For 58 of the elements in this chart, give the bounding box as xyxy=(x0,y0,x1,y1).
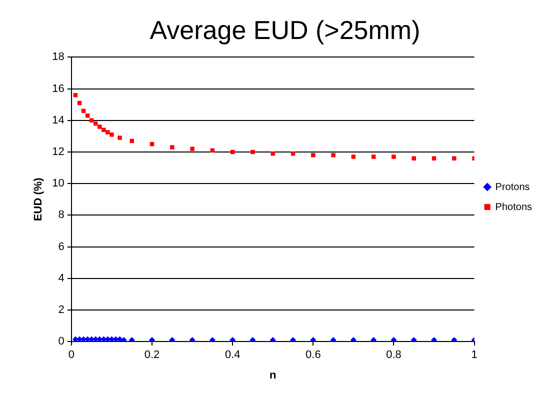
point xyxy=(452,156,456,160)
point xyxy=(118,136,122,140)
y-tick-label: 0 xyxy=(58,336,64,348)
point xyxy=(270,337,276,342)
point xyxy=(149,337,156,342)
point xyxy=(451,337,458,342)
point xyxy=(270,151,275,156)
point xyxy=(290,337,296,342)
y-tick-label: 2 xyxy=(58,304,64,316)
point xyxy=(370,337,377,342)
point xyxy=(130,138,134,144)
point xyxy=(170,145,174,150)
point xyxy=(330,337,336,342)
point xyxy=(230,337,236,342)
point xyxy=(98,124,102,129)
point xyxy=(102,128,106,132)
point xyxy=(310,337,316,342)
point xyxy=(371,154,376,159)
point xyxy=(331,153,336,158)
point xyxy=(169,337,176,342)
y-tick-label: 8 xyxy=(58,209,64,222)
y-axis-title: EUD (%) xyxy=(32,177,45,222)
point xyxy=(432,156,436,160)
x-tick-label: 0.6 xyxy=(306,349,321,362)
chart-title: Average EUD (>25mm) xyxy=(150,14,420,45)
point xyxy=(351,154,356,159)
point xyxy=(311,153,316,158)
y-tick-label: 12 xyxy=(52,146,64,158)
point xyxy=(250,337,256,342)
point xyxy=(209,337,216,342)
point xyxy=(250,150,255,154)
point xyxy=(392,154,396,159)
legend-label: Photons xyxy=(495,202,532,213)
x-tick-label: 0.8 xyxy=(386,349,402,362)
point xyxy=(390,337,397,342)
y-tick-label: 16 xyxy=(52,82,64,95)
x-tick-label: 0.2 xyxy=(144,349,160,362)
y-tick-label: 18 xyxy=(52,51,64,64)
point xyxy=(110,132,114,137)
point xyxy=(350,337,356,342)
point xyxy=(120,337,127,342)
y-tick-label: 14 xyxy=(52,114,64,126)
legend-label: Protons xyxy=(495,182,530,193)
point xyxy=(85,114,90,118)
y-tick-label: 10 xyxy=(52,178,64,190)
y-tick-label: 4 xyxy=(58,272,64,284)
x-axis-title: n xyxy=(270,369,277,382)
point xyxy=(189,337,196,342)
x-tick-label: 0.4 xyxy=(224,349,240,362)
point xyxy=(190,146,194,151)
y-tick-label: 6 xyxy=(58,240,64,253)
point xyxy=(410,337,417,342)
x-tick-label: 0 xyxy=(68,349,74,362)
x-tick-label: 1 xyxy=(471,349,478,362)
point xyxy=(431,337,438,342)
point xyxy=(412,156,416,160)
point xyxy=(106,130,110,134)
point xyxy=(128,337,135,342)
